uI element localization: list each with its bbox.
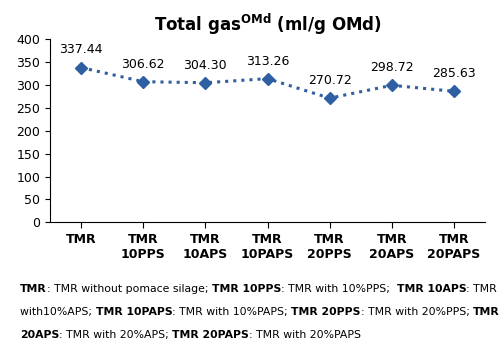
Text: : TMR with 20%PAPS: : TMR with 20%PAPS (249, 330, 361, 340)
Text: TMR: TMR (20, 284, 47, 294)
Text: 337.44: 337.44 (60, 43, 103, 56)
Text: TMR 20PAPS: TMR 20PAPS (172, 330, 249, 340)
Text: 20APS: 20APS (20, 330, 59, 340)
Text: : TMR with 20%APS;: : TMR with 20%APS; (60, 330, 172, 340)
Text: with10%APS;: with10%APS; (20, 307, 96, 317)
Text: : TMR with 10%PAPS;: : TMR with 10%PAPS; (172, 307, 291, 317)
Text: 304.30: 304.30 (184, 59, 227, 72)
Text: : TMR without pomace silage;: : TMR without pomace silage; (47, 284, 212, 294)
Text: : TMR with 10%PPS;: : TMR with 10%PPS; (281, 284, 397, 294)
Text: : TMR: : TMR (466, 284, 497, 294)
Text: TMR 10APS: TMR 10APS (397, 284, 466, 294)
Text: TMR 10PAPS: TMR 10PAPS (96, 307, 172, 317)
Text: 298.72: 298.72 (370, 61, 414, 74)
Text: TMR 10PPS: TMR 10PPS (212, 284, 281, 294)
Text: 306.62: 306.62 (122, 58, 165, 71)
Text: TMR 20PPS: TMR 20PPS (291, 307, 360, 317)
Title: Total gas$^{\mathbf{OMd}}$ (ml/g OMd): Total gas$^{\mathbf{OMd}}$ (ml/g OMd) (154, 12, 382, 37)
Text: 285.63: 285.63 (432, 67, 476, 80)
Text: 313.26: 313.26 (246, 54, 289, 67)
Text: : TMR with 20%PPS;: : TMR with 20%PPS; (360, 307, 473, 317)
Text: 270.72: 270.72 (308, 74, 352, 87)
Text: TMR: TMR (473, 307, 500, 317)
